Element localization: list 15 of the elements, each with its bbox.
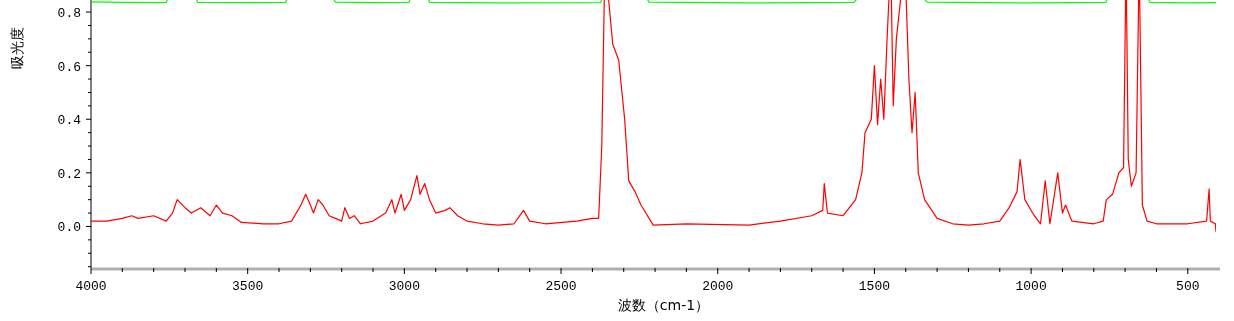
x-tick-label: 4000 [75, 279, 107, 294]
x-tick-label: 1000 [1015, 279, 1047, 294]
y-tick-label: 0.8 [57, 6, 81, 22]
y-tick-label: 0.4 [57, 113, 82, 129]
x-tick-label: 1500 [858, 279, 891, 294]
y-tick-label: 0.0 [57, 220, 81, 236]
y-tick-label: 0.6 [57, 59, 81, 75]
x-tick-label: 3500 [232, 279, 264, 294]
x-tick-label: 500 [1176, 279, 1200, 294]
x-tick-label: 3000 [388, 279, 420, 294]
y-tick-label: 0.2 [57, 166, 81, 182]
x-tick-label: 2500 [545, 279, 577, 294]
x-axis-title: 波数（cm-1） [617, 297, 710, 313]
y-axis-title: 吸光度 [9, 27, 25, 69]
x-tick-label: 2000 [702, 279, 734, 294]
